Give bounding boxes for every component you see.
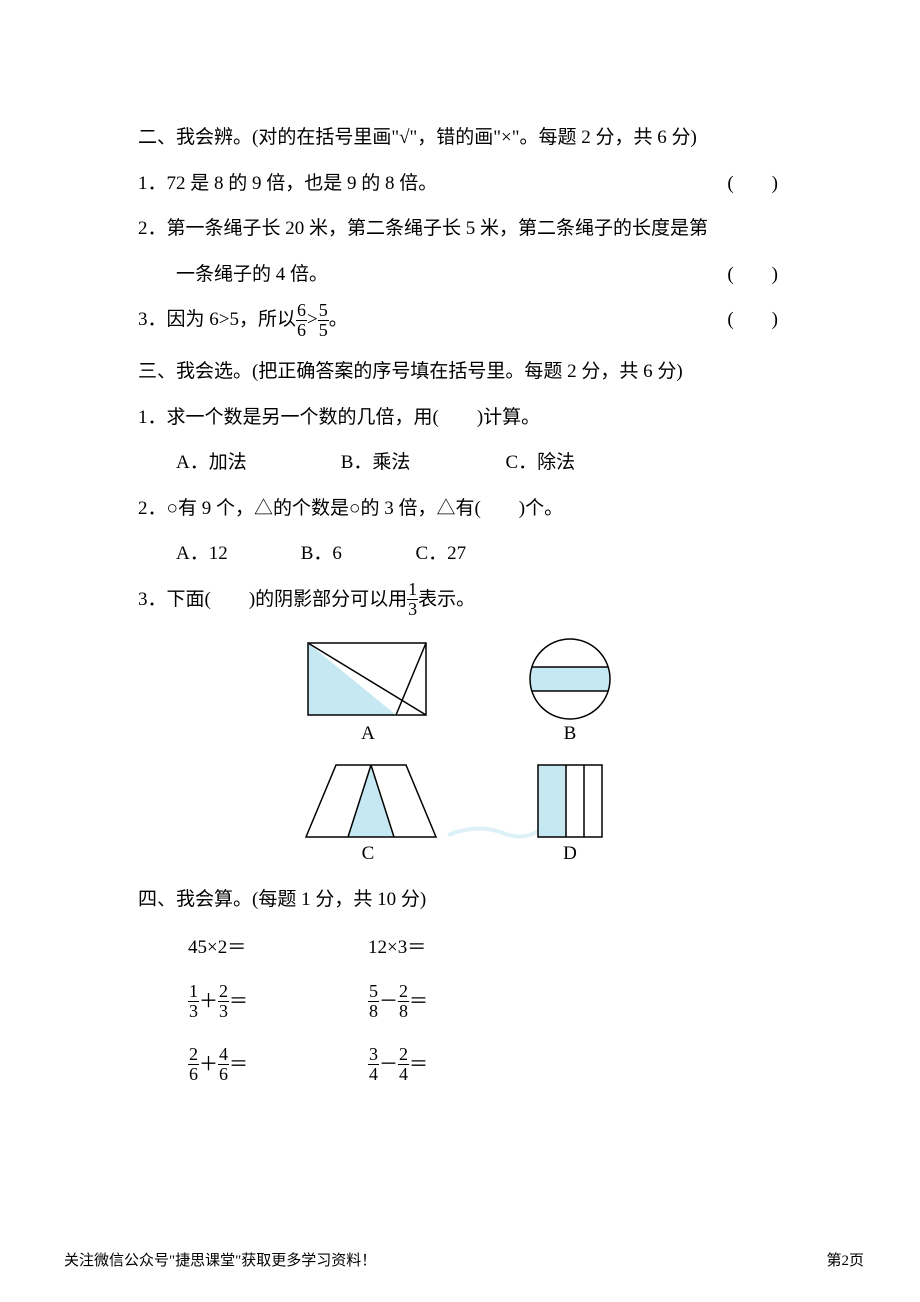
fraction: 13 <box>188 982 199 1021</box>
s2-q3-pre: 3．因为 6>5，所以 <box>138 309 296 330</box>
option-c[interactable]: C．27 <box>416 531 467 577</box>
option-a[interactable]: A．12 <box>176 531 296 577</box>
s2-q3: 3．因为 6>5，所以66>55。 ( ) <box>138 297 778 343</box>
answer-paren[interactable]: ( ) <box>727 297 778 343</box>
calc-row-2: 13＋23＝ 58－28＝ <box>188 983 778 1022</box>
fraction-five-fifths: 55 <box>318 301 329 340</box>
answer-paren[interactable]: ( ) <box>727 161 778 207</box>
s3-q1-options: A．加法 B．乘法 C．除法 <box>138 440 778 486</box>
s2-heading: 二、我会辨。(对的在括号里画"√"，错的画"×"。每题 2 分，共 6 分) <box>138 115 778 161</box>
op: － <box>379 1054 398 1075</box>
s3-q2: 2．○有 9 个，△的个数是○的 3 倍，△有( )个。 <box>138 486 778 532</box>
s3-q2-options: A．12 B．6 C．27 <box>138 531 778 577</box>
s3-q1: 1．求一个数是另一个数的几倍，用( )计算。 <box>138 395 778 441</box>
op: ＋ <box>199 991 218 1012</box>
s3-q3: 3．下面( )的阴影部分可以用13表示。 <box>138 577 778 623</box>
option-b[interactable]: B．6 <box>301 531 411 577</box>
expr: 12×3＝ <box>368 932 548 959</box>
svg-text:C: C <box>362 843 375 863</box>
svg-text:B: B <box>564 723 577 744</box>
fraction: 46 <box>218 1045 229 1084</box>
expr: 58－28＝ <box>368 983 548 1022</box>
option-b[interactable]: B．乘法 <box>341 440 501 486</box>
s3-q3-figure: A B C D <box>138 635 778 863</box>
option-a[interactable]: A．加法 <box>176 440 336 486</box>
op: ＋ <box>199 1054 218 1075</box>
calc-row-3: 26＋46＝ 34－24＝ <box>188 1046 778 1085</box>
answer-paren[interactable]: ( ) <box>727 252 778 298</box>
s3-q3-post: 表示。 <box>418 589 475 610</box>
svg-text:A: A <box>361 723 375 744</box>
op: － <box>379 991 398 1012</box>
s3-q3-pre: 3．下面( )的阴影部分可以用 <box>138 589 407 610</box>
shapes-diagram: A B C D <box>278 635 638 863</box>
s2-q2b-text: 一条绳子的 4 倍。 <box>176 264 328 285</box>
option-c[interactable]: C．除法 <box>506 440 576 486</box>
page-content: 二、我会辨。(对的在括号里画"√"，错的画"×"。每题 2 分，共 6 分) 1… <box>138 115 778 1109</box>
footer-left: 关注微信公众号"捷思课堂"获取更多学习资料！ <box>64 1249 376 1270</box>
fraction-six-sixths: 66 <box>296 301 307 340</box>
svg-text:D: D <box>563 843 577 863</box>
page-footer: 关注微信公众号"捷思课堂"获取更多学习资料！ 第2页 <box>64 1249 864 1270</box>
s2-q2-line2: 一条绳子的 4 倍。 ( ) <box>138 252 778 298</box>
expr: 45×2＝ <box>188 932 368 959</box>
gt-sign: > <box>307 309 318 330</box>
fraction: 58 <box>368 982 379 1021</box>
fraction: 26 <box>188 1045 199 1084</box>
expr: 13＋23＝ <box>188 983 368 1022</box>
expr: 34－24＝ <box>368 1046 548 1085</box>
s4-calc-block: 45×2＝ 12×3＝ 13＋23＝ 58－28＝ 26＋46＝ 34－24＝ <box>138 932 778 1085</box>
fraction: 23 <box>218 982 229 1021</box>
fraction: 24 <box>398 1045 409 1084</box>
s2-q2-line1: 2．第一条绳子长 20 米，第二条绳子长 5 米，第二条绳子的长度是第 <box>138 206 778 252</box>
s4-heading: 四、我会算。(每题 1 分，共 10 分) <box>138 877 778 923</box>
fraction-one-third: 13 <box>407 580 418 619</box>
footer-right: 第2页 <box>826 1249 864 1270</box>
s2-q1: 1．72 是 8 的 9 倍，也是 9 的 8 倍。 ( ) <box>138 161 778 207</box>
s3-heading: 三、我会选。(把正确答案的序号填在括号里。每题 2 分，共 6 分) <box>138 349 778 395</box>
calc-row-1: 45×2＝ 12×3＝ <box>188 932 778 959</box>
s2-q1-text: 1．72 是 8 的 9 倍，也是 9 的 8 倍。 <box>138 173 437 194</box>
fraction: 34 <box>368 1045 379 1084</box>
fraction: 28 <box>398 982 409 1021</box>
s2-q3-post: 。 <box>329 309 348 330</box>
expr: 26＋46＝ <box>188 1046 368 1085</box>
